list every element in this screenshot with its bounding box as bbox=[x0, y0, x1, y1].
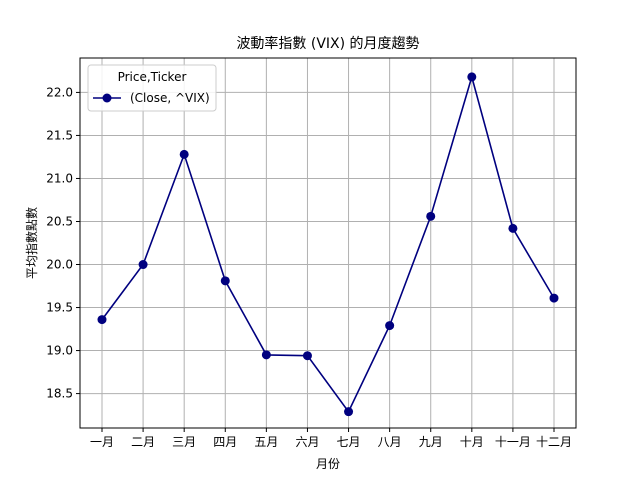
y-tick-label: 20.0 bbox=[46, 258, 73, 272]
x-tick-label: 十二月 bbox=[536, 435, 572, 449]
y-tick-label: 19.0 bbox=[46, 344, 73, 358]
x-tick-label: 九月 bbox=[419, 435, 443, 449]
x-tick-label: 一月 bbox=[90, 435, 114, 449]
data-point bbox=[426, 211, 436, 221]
y-tick-label: 22.0 bbox=[46, 85, 73, 99]
x-axis-label: 月份 bbox=[316, 457, 340, 471]
x-tick-label: 二月 bbox=[131, 435, 155, 449]
data-point bbox=[344, 407, 354, 417]
series-line-vix bbox=[101, 73, 555, 414]
legend-marker bbox=[102, 93, 112, 103]
data-point bbox=[549, 293, 559, 303]
y-tick-label: 20.5 bbox=[46, 214, 73, 228]
y-axis: 18.5 19.0 19.5 20.0 20.5 21.0 21.5 22.0 bbox=[46, 85, 80, 401]
data-point bbox=[467, 72, 477, 82]
data-point bbox=[385, 321, 395, 331]
data-point bbox=[302, 351, 312, 361]
x-tick-label: 三月 bbox=[172, 435, 196, 449]
plot-frame bbox=[79, 57, 577, 429]
legend-box bbox=[87, 64, 217, 112]
data-point bbox=[179, 149, 189, 159]
x-tick-label: 八月 bbox=[378, 435, 402, 449]
chart-title: 波動率指數 (VIX) 的月度趨勢 bbox=[236, 35, 419, 52]
series-points-vix bbox=[97, 72, 559, 417]
data-point bbox=[261, 350, 271, 360]
x-tick-label: 四月 bbox=[213, 435, 237, 449]
x-axis: 一月 二月 三月 四月 五月 六月 七月 八月 九月 十月 十一月 十二月 bbox=[90, 428, 572, 449]
x-tick-label: 六月 bbox=[295, 435, 319, 449]
y-tick-label: 21.5 bbox=[46, 128, 73, 142]
x-tick-label: 七月 bbox=[337, 435, 361, 449]
y-tick-label: 18.5 bbox=[46, 387, 73, 401]
legend-title: Price,Ticker bbox=[118, 70, 187, 84]
data-point bbox=[220, 276, 230, 286]
y-tick-label: 21.0 bbox=[46, 171, 73, 185]
legend: Price,Ticker (Close, ^VIX) bbox=[87, 64, 217, 112]
data-point bbox=[508, 223, 518, 233]
legend-entry-vix: (Close, ^VIX) bbox=[130, 91, 210, 105]
data-point bbox=[97, 315, 107, 325]
grid-lines bbox=[80, 58, 576, 428]
y-tick-label: 19.5 bbox=[46, 301, 73, 315]
y-axis-label: 平均指數點數 bbox=[24, 207, 39, 279]
x-tick-label: 五月 bbox=[254, 435, 278, 449]
data-point bbox=[138, 260, 148, 270]
x-tick-label: 十一月 bbox=[495, 435, 531, 449]
x-tick-label: 十月 bbox=[460, 435, 484, 449]
